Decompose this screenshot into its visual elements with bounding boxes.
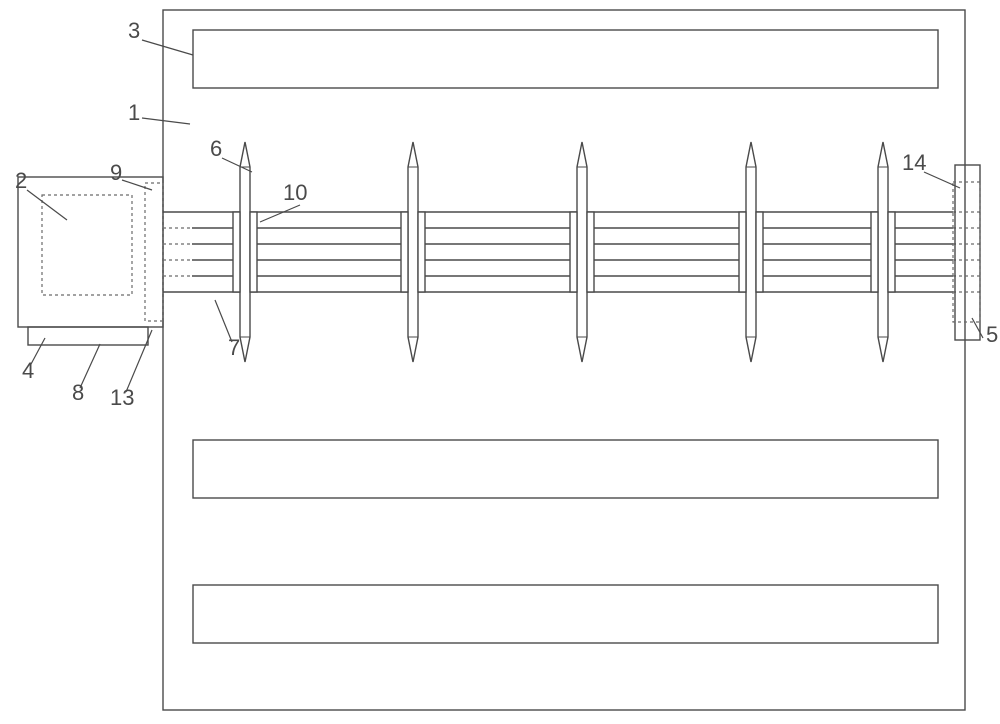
blade-collar-left xyxy=(570,212,577,292)
callout-label-7: 7 xyxy=(228,335,240,360)
blade-collar-left xyxy=(233,212,240,292)
blade-collar-right xyxy=(250,212,257,292)
blade-collar-left xyxy=(871,212,878,292)
blade-collar-right xyxy=(756,212,763,292)
callout-label-10: 10 xyxy=(283,180,307,205)
callout-leader xyxy=(122,180,152,190)
callout-leader xyxy=(972,318,983,338)
callout-label-5: 5 xyxy=(986,322,998,347)
motor-coupling xyxy=(145,183,163,321)
callout-label-6: 6 xyxy=(210,136,222,161)
stirrer-blade xyxy=(878,142,888,362)
right-plate-inner xyxy=(953,182,980,322)
callout-leader xyxy=(260,205,300,222)
slot-1 xyxy=(193,30,938,88)
motor-inner xyxy=(42,195,132,295)
blade-collar-right xyxy=(888,212,895,292)
callout-label-8: 8 xyxy=(72,380,84,405)
callout-label-2: 2 xyxy=(15,168,27,193)
callout-label-9: 9 xyxy=(110,160,122,185)
diagram-svg: 312961014574813 xyxy=(0,0,1000,724)
right-plate xyxy=(955,165,980,340)
blade-collar-right xyxy=(587,212,594,292)
blade-collar-right xyxy=(418,212,425,292)
motor-base xyxy=(28,327,148,345)
stirrer-blade xyxy=(577,142,587,362)
callout-label-4: 4 xyxy=(22,358,34,383)
callout-leader xyxy=(142,118,190,124)
callout-leader xyxy=(142,40,193,55)
slot-3 xyxy=(193,585,938,643)
slot-2 xyxy=(193,440,938,498)
blade-collar-left xyxy=(739,212,746,292)
outer-housing xyxy=(163,10,965,710)
callout-leader xyxy=(126,330,152,392)
stirrer-blade xyxy=(240,142,250,362)
stirrer-blade xyxy=(408,142,418,362)
callout-label-3: 3 xyxy=(128,18,140,43)
callout-label-1: 1 xyxy=(128,100,140,125)
stirrer-blade xyxy=(746,142,756,362)
callout-label-13: 13 xyxy=(110,385,134,410)
blade-collar-left xyxy=(401,212,408,292)
callout-label-14: 14 xyxy=(902,150,926,175)
